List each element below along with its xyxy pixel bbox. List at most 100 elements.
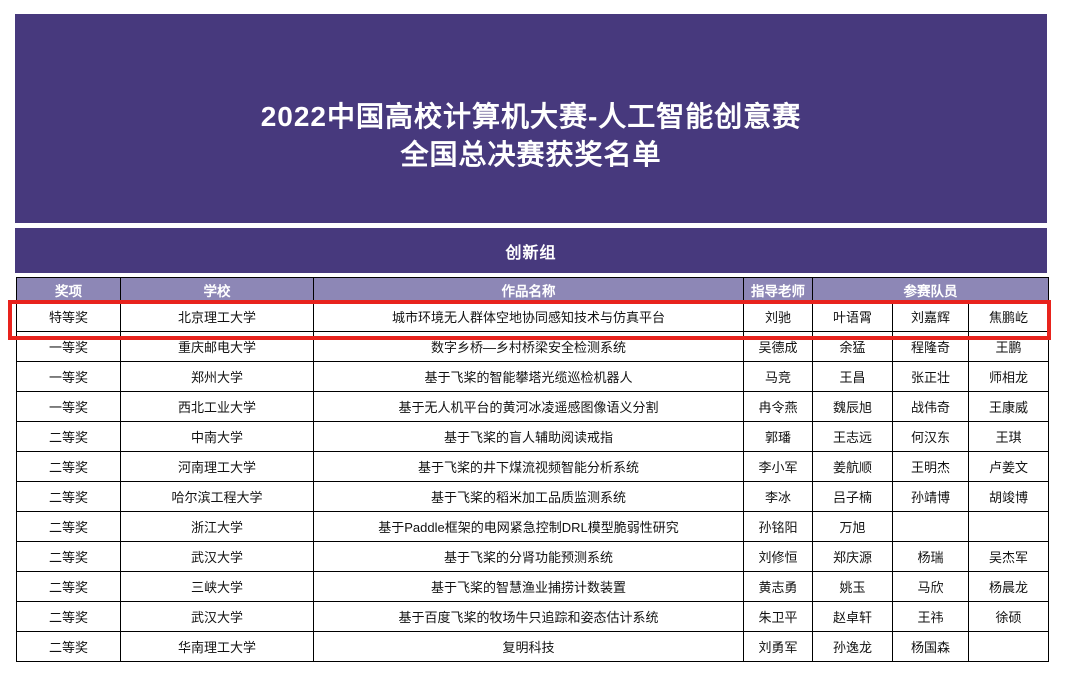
cell-school: 武汉大学 [120,601,314,632]
cell-member-1: 余猛 [812,331,893,362]
col-header-school: 学校 [120,277,314,302]
cell-award: 一等奖 [16,391,121,422]
table-row: 二等奖 中南大学 基于飞桨的盲人辅助阅读戒指 郭璠 王志远 何汉东 王琪 [16,421,1050,452]
cell-member-1: 吕子楠 [812,481,893,512]
cell-member-1: 魏辰旭 [812,391,893,422]
cell-project: 基于飞桨的智慧渔业捕捞计数装置 [313,571,744,602]
cell-award: 特等奖 [16,301,121,332]
col-header-members: 参赛队员 [811,277,1050,302]
cell-member-3: 师相龙 [967,361,1050,392]
cell-school: 三峡大学 [120,571,314,602]
cell-advisor: 刘修恒 [743,541,813,572]
cell-member-2: 张正壮 [892,361,969,392]
table-row: 二等奖 哈尔滨工程大学 基于飞桨的稻米加工品质监测系统 李冰 吕子楠 孙靖博 胡竣博 [16,481,1050,512]
cell-project: 数字乡桥—乡村桥梁安全检测系统 [313,331,744,362]
table-row: 一等奖 郑州大学 基于飞桨的智能攀塔光缆巡检机器人 马竞 王昌 张正壮 师相龙 [16,361,1050,392]
cell-advisor: 郭璠 [743,421,813,452]
cell-member-1: 王志远 [812,421,893,452]
cell-award: 一等奖 [16,331,121,362]
cell-advisor: 刘勇军 [743,631,813,662]
cell-school: 武汉大学 [120,541,314,572]
cell-member-3 [967,511,1050,542]
cell-member-2: 刘嘉辉 [892,301,969,332]
table-row: 特等奖 北京理工大学 城市环境无人群体空地协同感知技术与仿真平台 刘驰 叶语霄 刘嘉辉 焦鹏… [16,301,1050,332]
cell-member-1: 孙逸龙 [812,631,893,662]
cell-project: 基于飞桨的井下煤流视频智能分析系统 [313,451,744,482]
table-row: 二等奖 武汉大学 基于飞桨的分肾功能预测系统 刘修恒 郑庆源 杨瑞 吴杰军 [16,541,1050,572]
cell-advisor: 李冰 [743,481,813,512]
cell-member-3: 杨晨龙 [967,571,1050,602]
cell-award: 二等奖 [16,481,121,512]
col-header-project: 作品名称 [313,277,744,302]
cell-member-2: 杨国森 [892,631,969,662]
table-row: 一等奖 西北工业大学 基于无人机平台的黄河冰凌遥感图像语义分割 冉令燕 魏辰旭 战伟奇 王康… [16,391,1050,422]
cell-member-1: 姜航顺 [812,451,893,482]
col-header-advisor: 指导老师 [743,277,813,302]
table-header-row: 奖项 学校 作品名称 指导老师 参赛队员 [16,277,1050,302]
cell-member-2: 王明杰 [892,451,969,482]
cell-advisor: 吴德成 [743,331,813,362]
cell-member-2: 王祎 [892,601,969,632]
table-body: 特等奖 北京理工大学 城市环境无人群体空地协同感知技术与仿真平台 刘驰 叶语霄 刘嘉辉 焦鹏… [16,301,1050,662]
cell-advisor: 李小军 [743,451,813,482]
cell-award: 二等奖 [16,601,121,632]
cell-award: 二等奖 [16,511,121,542]
cell-advisor: 刘驰 [743,301,813,332]
table-row: 二等奖 河南理工大学 基于飞桨的井下煤流视频智能分析系统 李小军 姜航顺 王明杰 卢姜文 [16,451,1050,482]
cell-member-3: 焦鹏屹 [967,301,1050,332]
page-title-line2: 全国总决赛获奖名单 [400,138,662,170]
cell-member-3: 徐硕 [967,601,1050,632]
cell-project: 基于飞桨的稻米加工品质监测系统 [313,481,744,512]
cell-project: 基于飞桨的智能攀塔光缆巡检机器人 [313,361,744,392]
cell-award: 二等奖 [16,421,121,452]
cell-member-1: 叶语霄 [812,301,893,332]
cell-project: 基于飞桨的盲人辅助阅读戒指 [313,421,744,452]
cell-school: 中南大学 [120,421,314,452]
cell-member-2: 战伟奇 [892,391,969,422]
cell-school: 华南理工大学 [120,631,314,662]
cell-member-1: 郑庆源 [812,541,893,572]
cell-project: 复明科技 [313,631,744,662]
cell-project: 基于飞桨的分肾功能预测系统 [313,541,744,572]
cell-project: 基于百度飞桨的牧场牛只追踪和姿态估计系统 [313,601,744,632]
table-row: 二等奖 浙江大学 基于Paddle框架的电网紧急控制DRL模型脆弱性研究 孙铭阳 万旭 [16,511,1050,542]
cell-member-2: 杨瑞 [892,541,969,572]
cell-member-3: 吴杰军 [967,541,1050,572]
cell-advisor: 冉令燕 [743,391,813,422]
cell-award: 二等奖 [16,451,121,482]
cell-advisor: 马竞 [743,361,813,392]
cell-school: 河南理工大学 [120,451,314,482]
cell-project: 城市环境无人群体空地协同感知技术与仿真平台 [313,301,744,332]
cell-member-2: 何汉东 [892,421,969,452]
cell-member-3: 胡竣博 [967,481,1050,512]
cell-member-3: 王琪 [967,421,1050,452]
cell-award: 二等奖 [16,571,121,602]
cell-member-1: 王昌 [812,361,893,392]
cell-award: 一等奖 [16,361,121,392]
cell-member-1: 赵卓轩 [812,601,893,632]
cell-advisor: 朱卫平 [743,601,813,632]
section-label: 创新组 [505,244,557,262]
cell-member-2: 马欣 [892,571,969,602]
page-title-line1: 2022中国高校计算机大赛-人工智能创意赛 [260,100,802,132]
cell-school: 哈尔滨工程大学 [120,481,314,512]
cell-member-1: 姚玉 [812,571,893,602]
cell-school: 西北工业大学 [120,391,314,422]
cell-advisor: 黄志勇 [743,571,813,602]
cell-school: 北京理工大学 [120,301,314,332]
cell-project: 基于无人机平台的黄河冰凌遥感图像语义分割 [313,391,744,422]
cell-member-2: 程隆奇 [892,331,969,362]
cell-award: 二等奖 [16,541,121,572]
table-row: 二等奖 华南理工大学 复明科技 刘勇军 孙逸龙 杨国森 [16,631,1050,662]
table-row: 二等奖 三峡大学 基于飞桨的智慧渔业捕捞计数装置 黄志勇 姚玉 马欣 杨晨龙 [16,571,1050,602]
cell-member-1: 万旭 [812,511,893,542]
col-header-award: 奖项 [16,277,121,302]
table-row: 一等奖 重庆邮电大学 数字乡桥—乡村桥梁安全检测系统 吴德成 余猛 程隆奇 王鹏 [16,331,1050,362]
awards-table: 奖项 学校 作品名称 指导老师 参赛队员 特等奖 北京理工大学 城市环境无人群体空地… [16,277,1050,662]
cell-school: 郑州大学 [120,361,314,392]
cell-advisor: 孙铭阳 [743,511,813,542]
cell-award: 二等奖 [16,631,121,662]
table-row: 二等奖 武汉大学 基于百度飞桨的牧场牛只追踪和姿态估计系统 朱卫平 赵卓轩 王祎 徐硕 [16,601,1050,632]
cell-member-3: 王康威 [967,391,1050,422]
